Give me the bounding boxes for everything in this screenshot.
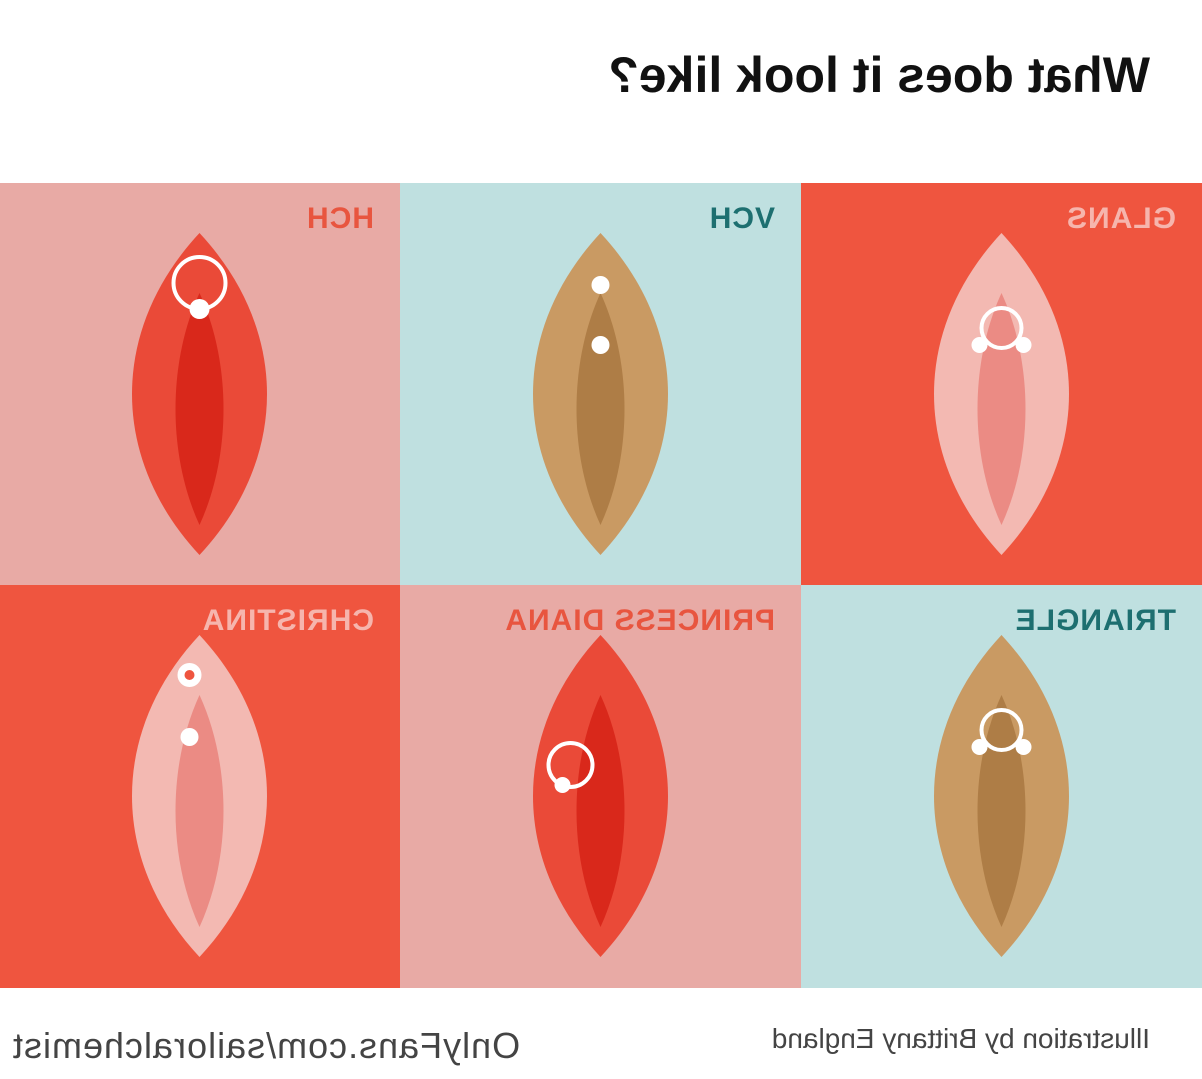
ring [546, 741, 595, 789]
panel-label: CHRISTINA [202, 604, 374, 637]
illustration-inner [175, 293, 224, 525]
panel-label: TRIANGLE [1015, 604, 1176, 637]
ring [979, 708, 1024, 752]
bead [971, 337, 988, 353]
panel-label: GLANS [1066, 202, 1176, 235]
illustration-inner [175, 695, 224, 927]
ring [979, 306, 1024, 350]
panel-label: HCH [306, 202, 374, 235]
illustration-inner [576, 293, 625, 525]
bead-center [184, 670, 195, 680]
title: What does it look like? [608, 47, 1150, 103]
illustration-inner [977, 293, 1026, 525]
panel-grid: GLANS VCH HCH TRIANGLE PRINCESS DIANA CHRISTI… [0, 183, 1202, 988]
bead [189, 299, 210, 319]
bead [1015, 739, 1032, 755]
bead [971, 739, 988, 755]
panel-label: VCH [709, 202, 775, 235]
watermark: OnlyFans.com/sailoralchemist [12, 1025, 520, 1066]
illustration-inner [977, 695, 1026, 927]
bead [554, 777, 571, 793]
panel-label: PRINCESS DIANA [504, 604, 775, 637]
credit: Illustration by Brittany England [772, 1023, 1150, 1054]
bead [1015, 337, 1032, 353]
bead [180, 728, 199, 746]
bead [591, 276, 610, 294]
bead [591, 336, 610, 354]
